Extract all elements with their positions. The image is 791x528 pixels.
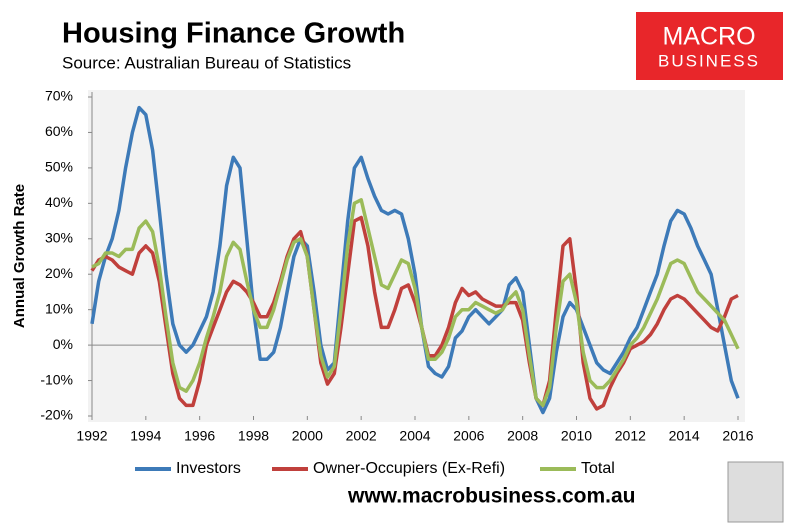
y-tick-label: -20%: [40, 407, 73, 423]
y-tick-label: 40%: [45, 194, 73, 210]
wolf-logo: [727, 461, 784, 523]
x-tick-label: 2006: [453, 428, 484, 444]
y-axis-label: Annual Growth Rate: [11, 184, 28, 328]
series-line: [90, 105, 740, 415]
y-tick-label: 10%: [45, 300, 73, 316]
x-tick-label: 1992: [76, 428, 107, 444]
x-tick-label: 2010: [561, 428, 592, 444]
logo-text: BUSINESS: [658, 51, 760, 70]
footer: www.macrobusiness.com.au: [347, 485, 635, 508]
x-tick-label: 1994: [130, 428, 161, 444]
x-tick-label: 2012: [615, 428, 646, 444]
x-tick-label: 1998: [238, 428, 269, 444]
logo-text: MACRO: [662, 23, 755, 51]
x-tick-label: 2004: [399, 428, 430, 444]
x-tick-label: 2002: [346, 428, 377, 444]
y-tick-label: 70%: [45, 88, 73, 104]
y-tick-label: 60%: [45, 123, 73, 139]
plot-background: [88, 90, 745, 422]
legend-label: Owner-Occupiers (Ex-Refi): [313, 460, 505, 477]
y-tick-label: 0%: [53, 336, 73, 352]
series-line: [91, 198, 740, 408]
legend-label: Investors: [176, 460, 241, 477]
x-tick-label: 2008: [507, 428, 538, 444]
x-tick-label: 2016: [722, 428, 753, 444]
y-tick-label: -10%: [40, 371, 73, 387]
logo-box: [636, 12, 783, 80]
y-tick-label: 20%: [45, 265, 73, 281]
chart-title: Housing Finance Growth: [62, 18, 405, 50]
legend-label: Total: [581, 460, 615, 477]
x-tick-label: 1996: [184, 428, 215, 444]
y-tick-label: 50%: [45, 159, 73, 175]
y-tick-label: 30%: [45, 229, 73, 245]
x-tick-label: 2014: [669, 428, 700, 444]
chart-subtitle: Source: Australian Bureau of Statistics: [62, 53, 351, 72]
x-tick-label: 2000: [292, 428, 323, 444]
